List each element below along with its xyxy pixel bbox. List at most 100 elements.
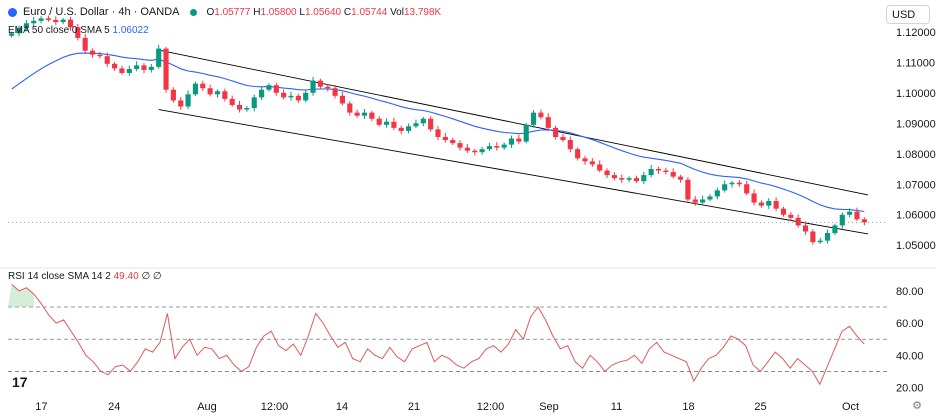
- candle-body: [670, 172, 676, 177]
- candle-body: [170, 89, 176, 101]
- candle-body: [707, 196, 713, 200]
- candle-body: [472, 150, 478, 153]
- candle-body: [339, 95, 346, 104]
- rsi-overbought-fill: [8, 284, 34, 307]
- candle-body: [53, 19, 59, 23]
- candlestick-series: [9, 15, 867, 245]
- ema-legend[interactable]: EMA 50 close 0 SMA 5 1.06022: [8, 25, 149, 36]
- volume-label: Vol: [390, 6, 404, 18]
- axes-labels: 1.12000 1.11000 1.10000 1.09000 1.08000 1.070…: [35, 27, 935, 413]
- candle-body: [354, 112, 360, 116]
- price-tick-label: 1.09000: [896, 118, 936, 130]
- candle-body: [553, 127, 559, 137]
- x-tick-label: 14: [336, 401, 348, 413]
- candle-body: [788, 214, 794, 218]
- candle-body: [722, 184, 728, 191]
- candle-body: [38, 18, 44, 21]
- ohlc-close: 1.05744: [351, 6, 388, 18]
- candle-body: [861, 219, 867, 223]
- x-tick-label: 11: [611, 401, 622, 413]
- rsi-legend[interactable]: RSI 14 close SMA 14 2 49.40 ∅ ∅: [8, 271, 162, 282]
- candle-body: [97, 54, 103, 57]
- candle-body: [112, 63, 118, 69]
- candle-body: [538, 112, 544, 118]
- ema-label: EMA 50 close 0 SMA 5: [8, 25, 110, 36]
- currency-button[interactable]: USD: [886, 5, 930, 24]
- candle-body: [677, 176, 684, 180]
- ohlc-label-close: C: [343, 6, 352, 18]
- candle-body: [802, 225, 809, 232]
- rsi-tick-label: 80.00: [896, 286, 924, 298]
- candle-body: [817, 240, 823, 243]
- candle-body: [795, 217, 801, 226]
- candle-body: [648, 169, 654, 176]
- x-tick-label: Oct: [842, 401, 859, 413]
- symbol-title[interactable]: Euro / U.S. Dollar · 4h · OANDA: [23, 6, 180, 18]
- candle-body: [45, 18, 51, 20]
- candle-body: [406, 126, 412, 131]
- candle-body: [60, 19, 66, 23]
- ema-line: [11, 52, 865, 213]
- candle-body: [729, 182, 735, 185]
- candle-body: [134, 65, 140, 70]
- candle-body: [185, 94, 191, 107]
- candle-body: [582, 158, 588, 162]
- price-tick-label: 1.08000: [896, 149, 936, 161]
- candle-body: [332, 88, 338, 96]
- candle-body: [391, 121, 397, 128]
- candle-body: [369, 112, 375, 119]
- chart-header: Euro / U.S. Dollar · 4h · OANDA O1.05777…: [8, 6, 441, 18]
- candle-body: [148, 66, 154, 70]
- candle-body: [626, 178, 632, 180]
- candle-body: [692, 199, 698, 203]
- candle-body: [611, 175, 617, 179]
- candle-body: [244, 108, 250, 110]
- candle-body: [288, 95, 294, 98]
- candle-body: [67, 19, 74, 28]
- candle-body: [428, 118, 434, 130]
- gear-icon[interactable]: ⚙: [912, 400, 922, 412]
- ohlc-low: 1.05640: [304, 6, 342, 18]
- candle-body: [494, 146, 500, 148]
- x-tick-label: 24: [108, 401, 120, 413]
- candle-body: [317, 80, 323, 87]
- candle-body: [589, 161, 595, 165]
- rsi-extra: ∅ ∅: [141, 271, 162, 282]
- x-tick-label: 21: [408, 401, 420, 413]
- x-tick-label: 18: [682, 401, 694, 413]
- candle-body: [229, 98, 235, 105]
- x-tick-label: Aug: [197, 401, 217, 413]
- ohlc-label-open: O: [206, 6, 215, 18]
- candle-body: [200, 83, 206, 89]
- candle-body: [479, 149, 485, 153]
- candle-body: [178, 100, 184, 107]
- candle-body: [516, 138, 522, 142]
- candle-body: [700, 199, 706, 203]
- candle-body: [266, 85, 272, 90]
- candle-body: [545, 117, 551, 128]
- rsi-pane: [8, 284, 888, 386]
- market-status-icon: [189, 8, 197, 16]
- candle-body: [376, 118, 382, 125]
- candle-body: [758, 202, 764, 206]
- rsi-tick-label: 40.00: [896, 350, 924, 362]
- candle-body: [156, 48, 162, 67]
- tradingview-logo[interactable]: 17: [12, 374, 28, 390]
- channel-lower-line: [158, 109, 869, 235]
- candle-body: [310, 80, 316, 93]
- candle-body: [435, 129, 441, 137]
- candle-body: [31, 20, 37, 24]
- candle-body: [23, 23, 29, 29]
- candle-body: [9, 33, 15, 36]
- volume-value: 13.798K: [403, 6, 442, 18]
- x-tick-label: Sep: [539, 401, 559, 413]
- candle-body: [450, 140, 456, 144]
- candle-body: [163, 48, 169, 90]
- price-tick-label: 1.06000: [896, 210, 936, 222]
- candle-body: [89, 50, 96, 55]
- candle-body: [604, 170, 610, 176]
- candle-body: [597, 164, 603, 171]
- channel-upper-line: [158, 49, 869, 196]
